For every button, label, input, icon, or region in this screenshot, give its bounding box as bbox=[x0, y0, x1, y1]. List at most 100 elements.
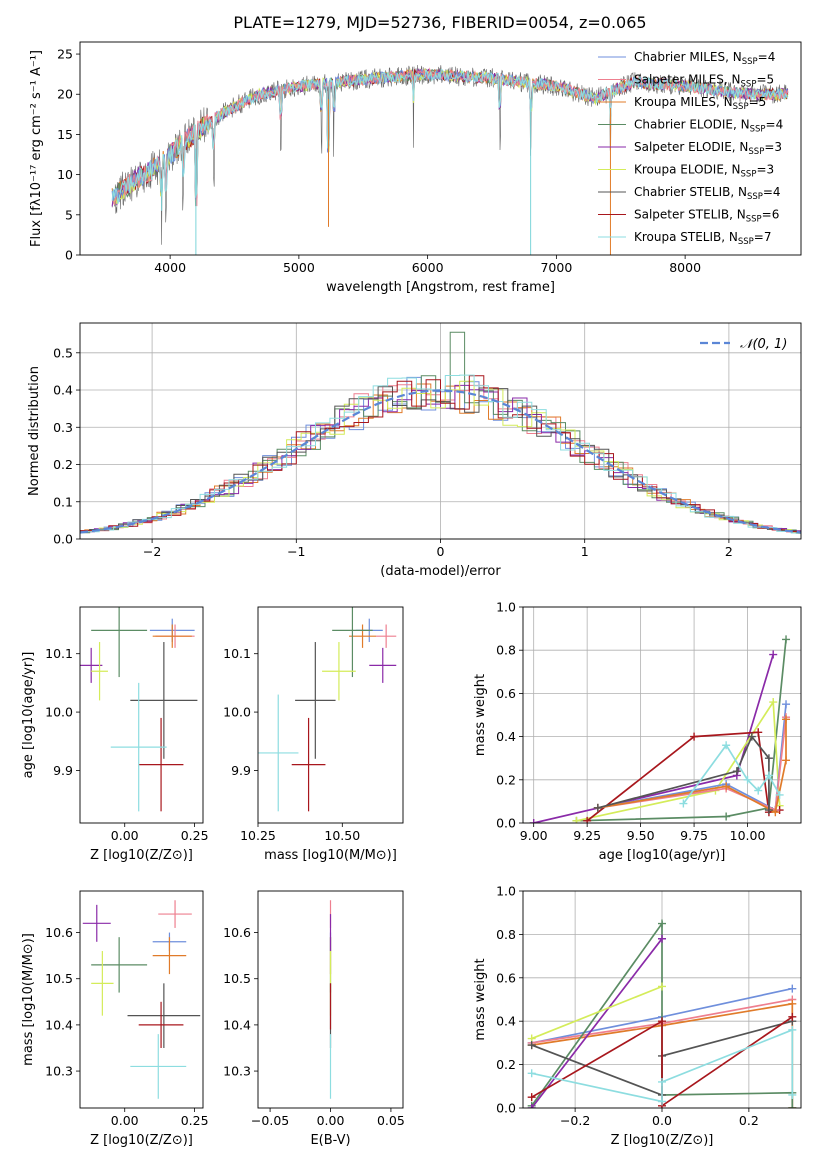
y-tick-label: 0.8 bbox=[496, 927, 516, 942]
y-tick-label: 9.9 bbox=[53, 763, 73, 778]
weight-marker bbox=[788, 1104, 797, 1108]
histogram-plot bbox=[80, 331, 801, 535]
x-axis-label: wavelength [Angstrom, rest frame] bbox=[326, 280, 555, 295]
legend-label: Salpeter MILES, NSSP=5 bbox=[634, 73, 774, 90]
y-tick-label: 0.3 bbox=[53, 420, 73, 435]
x-tick-label: 0.25 bbox=[181, 828, 209, 843]
weight-marker bbox=[658, 1077, 666, 1086]
y-tick-label: 0.1 bbox=[53, 494, 73, 509]
legend-subscript: SSP bbox=[742, 57, 758, 67]
axes-frame-mass-vs-Z bbox=[79, 890, 204, 1109]
x-tick-label: 7000 bbox=[540, 260, 572, 275]
legend-subscript: SSP bbox=[748, 147, 764, 157]
legend-count: =3 bbox=[764, 140, 782, 154]
x-tick-label: 0.00 bbox=[111, 1113, 139, 1128]
weight-line-4 bbox=[531, 938, 663, 1108]
y-tick-label: 10.6 bbox=[45, 925, 73, 940]
y-tick-label: 10.3 bbox=[223, 1064, 251, 1079]
legend-subscript: SSP bbox=[741, 170, 757, 180]
x-tick-label: 2 bbox=[725, 544, 733, 559]
legend-count: =4 bbox=[758, 50, 776, 64]
axes-age-vs-Z: 0.00 0.25 9.9 10.0 10.1 Z [log10(Z/Z⊙)] age [l… bbox=[21, 646, 209, 863]
x-tick-label: 8000 bbox=[669, 260, 701, 275]
weights-weight-vs-age bbox=[529, 635, 791, 823]
y-tick-label: 10.3 bbox=[45, 1064, 73, 1079]
x-tick-label: 10.50 bbox=[324, 828, 360, 843]
weight-marker bbox=[583, 816, 592, 823]
y-tick-label: 0.4 bbox=[53, 383, 73, 398]
weight-marker bbox=[679, 799, 688, 808]
x-tick-label: 0 bbox=[437, 544, 445, 559]
y-tick-label: 10.6 bbox=[223, 925, 251, 940]
scatter-age-vs-Z bbox=[80, 607, 198, 812]
weight-marker bbox=[769, 650, 778, 659]
y-tick-label: 0.4 bbox=[496, 1014, 516, 1029]
y-tick-label: 1.0 bbox=[496, 600, 516, 615]
weight-marker bbox=[747, 732, 756, 741]
axes-mass-vs-ebv: −0.05 0.00 0.05 10.3 10.4 10.5 10.6 E(B-V) bbox=[223, 925, 405, 1148]
figure-title: PLATE=1279, MJD=52736, FIBERID=0054, z=0… bbox=[233, 13, 646, 32]
legend-subscript: SSP bbox=[747, 192, 763, 202]
weight-line-8 bbox=[682, 743, 781, 805]
y-axis-label: mass weight bbox=[473, 958, 488, 1040]
weight-marker bbox=[527, 1093, 536, 1102]
y-tick-label: 25 bbox=[57, 47, 73, 62]
x-tick-label: 9.25 bbox=[573, 828, 601, 843]
weight-marker bbox=[775, 790, 784, 799]
legend-count: =4 bbox=[766, 118, 784, 132]
x-tick-label: 0.25 bbox=[181, 1113, 209, 1128]
legend-count: =3 bbox=[756, 163, 774, 177]
weight-marker bbox=[722, 812, 731, 821]
x-axis-label: mass [log10(M/M⊙)] bbox=[264, 848, 397, 863]
x-tick-label: −0.2 bbox=[560, 1113, 590, 1128]
y-tick-label: 10.5 bbox=[45, 971, 73, 986]
scatter-mass-vs-Z bbox=[82, 900, 201, 1099]
axes-weight-vs-age: 9.00 9.25 9.50 9.75 10.00 0.0 0.2 0.4 0.6 0.8 1.0 a… bbox=[473, 600, 801, 863]
weight-marker bbox=[722, 741, 731, 750]
weight-marker bbox=[658, 1097, 666, 1106]
weight-marker bbox=[732, 767, 741, 776]
legend-label: Chabrier STELIB, NSSP=4 bbox=[634, 185, 781, 202]
y-tick-label: 0.0 bbox=[496, 1101, 516, 1116]
legend-label: Chabrier ELODIE, NSSP=4 bbox=[634, 118, 783, 135]
weight-marker bbox=[771, 808, 780, 817]
x-tick-label: −1 bbox=[287, 544, 305, 559]
axes-frame-mass-vs-ebv bbox=[257, 890, 404, 1109]
y-tick-label: 0.2 bbox=[496, 1057, 516, 1072]
weight-marker bbox=[658, 919, 666, 928]
y-axis-label: age [log10(age/yr)] bbox=[21, 652, 36, 779]
x-tick-label: 0.2 bbox=[739, 1113, 759, 1128]
x-tick-label: 0.05 bbox=[377, 1113, 405, 1128]
legend-label: Kroupa STELIB, NSSP=7 bbox=[634, 230, 772, 247]
weight-marker bbox=[722, 782, 731, 791]
weight-marker bbox=[527, 1069, 536, 1078]
x-tick-label: 10.25 bbox=[240, 828, 276, 843]
weight-marker bbox=[529, 819, 538, 823]
y-tick-label: 10 bbox=[57, 167, 73, 182]
legend-count: =6 bbox=[762, 208, 780, 222]
x-tick-label: −2 bbox=[143, 544, 161, 559]
axes-frame-age-vs-mass bbox=[257, 606, 404, 824]
histogram-step-8 bbox=[80, 374, 801, 534]
weight-marker bbox=[788, 1012, 797, 1021]
y-tick-label: 10.4 bbox=[223, 1017, 251, 1032]
weight-marker bbox=[788, 1025, 797, 1034]
y-tick-label: 10.4 bbox=[45, 1017, 73, 1032]
spectrum-line-5 bbox=[112, 67, 789, 205]
y-tick-label: 10.1 bbox=[223, 646, 251, 661]
weight-marker bbox=[782, 756, 791, 765]
y-axis-label: Normed distribution bbox=[27, 366, 42, 496]
y-tick-label: 0.2 bbox=[496, 772, 516, 787]
legend-label: Chabrier MILES, NSSP=4 bbox=[634, 50, 775, 67]
legend-count: =4 bbox=[763, 185, 781, 199]
weight-marker bbox=[658, 982, 666, 991]
weight-marker bbox=[658, 934, 666, 943]
y-tick-label: 0.6 bbox=[496, 686, 516, 701]
weight-line-5 bbox=[576, 699, 781, 822]
weight-marker bbox=[572, 816, 581, 823]
legend-subscript: SSP bbox=[750, 125, 766, 135]
axes-frame-spectrum bbox=[79, 41, 802, 256]
x-axis-label: Z [log10(Z/Z⊙)] bbox=[90, 848, 193, 863]
x-axis-label: (data-model)/error bbox=[380, 564, 501, 579]
